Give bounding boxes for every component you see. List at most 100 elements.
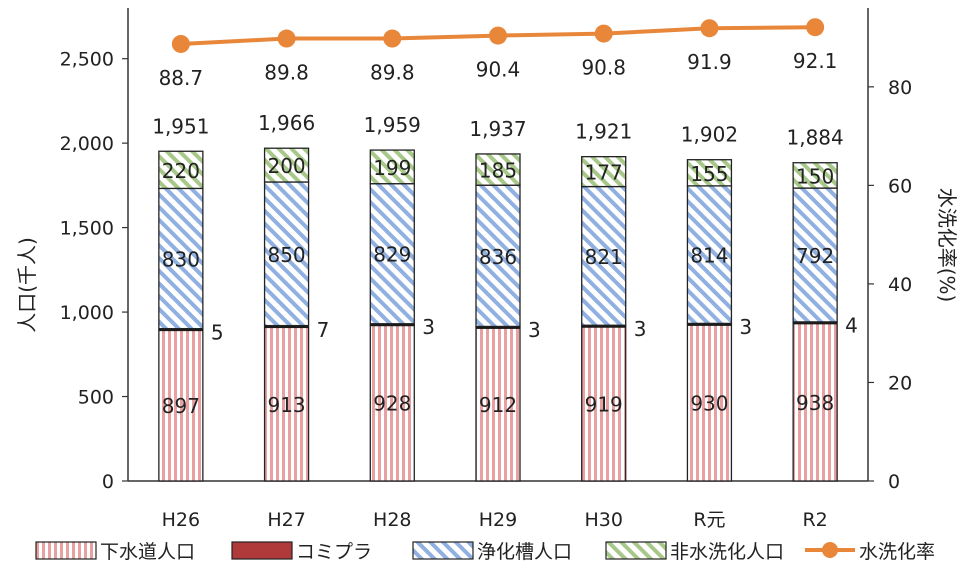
- bar-community-plant: [476, 326, 520, 329]
- y2-tick-label: 80: [888, 77, 912, 99]
- y-tick-label: 2,000: [60, 133, 114, 155]
- y2-tick-label: 20: [888, 372, 912, 394]
- legend-community-plant: コミプラ: [231, 541, 372, 563]
- bar-sewer: [792, 321, 838, 482]
- legend-flush-rate: 水洗化率: [805, 541, 935, 563]
- bar-sewer: [475, 326, 521, 482]
- line-point: [806, 18, 825, 37]
- legend: 下水道人口 コミプラ 浄化槽人口 非水洗化人口 水洗化率: [35, 541, 935, 563]
- line-point: [277, 29, 296, 48]
- label-septic: 821: [585, 245, 623, 269]
- legend-swatch-dot: [822, 542, 838, 558]
- y-tick-label: 0: [102, 471, 114, 493]
- bar-septic: [475, 184, 521, 328]
- bar-septic: [263, 181, 310, 327]
- label-sewer: 919: [585, 392, 623, 416]
- label-total: 1,937: [469, 117, 526, 141]
- bar-non-flush: [369, 149, 415, 185]
- label-non-flush: 150: [796, 164, 834, 188]
- label-sewer: 913: [267, 393, 305, 417]
- label-community-plant: 3: [528, 318, 541, 342]
- legend-sewer: 下水道人口: [35, 541, 195, 563]
- x-tick-label: H29: [479, 509, 517, 531]
- line-point: [489, 26, 507, 45]
- bar-community-plant: [793, 321, 838, 325]
- x-tick-label: H26: [162, 509, 200, 531]
- bar-label-group: 897 830 220 5 1,951 913 850 200 7 1,966 928 829 199 3…: [152, 111, 858, 418]
- label-community-plant: 7: [317, 318, 330, 342]
- x-tick-label: H30: [584, 509, 622, 531]
- y-tick-label: 1,000: [60, 302, 114, 324]
- label-total: 1,959: [364, 113, 421, 137]
- label-septic: 792: [796, 244, 834, 268]
- label-septic: 829: [373, 243, 411, 267]
- bar-non-flush: [158, 150, 204, 190]
- label-septic: 814: [690, 244, 728, 268]
- x-tick-label: H27: [267, 509, 305, 531]
- bar-septic: [369, 183, 415, 325]
- line-label: 92.1: [793, 49, 838, 73]
- bar-septic: [686, 185, 733, 325]
- line-label: 88.7: [159, 66, 204, 90]
- label-total: 1,951: [152, 114, 209, 138]
- y2-tick-label: 0: [888, 471, 900, 493]
- bar-sewer: [686, 323, 733, 482]
- y-tick-label: 500: [78, 387, 114, 409]
- x-tick-label: R2: [802, 509, 827, 531]
- line-label: 89.8: [370, 61, 415, 85]
- line-label: 90.4: [476, 58, 521, 82]
- y-tick-label: 1,500: [60, 218, 114, 240]
- legend-label: 水洗化率: [859, 541, 935, 563]
- x-tick-label: R元: [693, 509, 725, 531]
- bar-community-plant: [687, 323, 732, 326]
- legend-swatch: [231, 541, 293, 560]
- bar-sewer: [369, 323, 415, 482]
- label-septic: 850: [267, 243, 305, 267]
- legend-label: コミプラ: [296, 541, 372, 563]
- label-total: 1,966: [258, 111, 315, 135]
- line-point: [171, 34, 190, 53]
- bar-sewer: [158, 328, 204, 482]
- label-community-plant: 3: [739, 315, 752, 339]
- label-community-plant: 3: [634, 317, 647, 341]
- bar-non-flush: [263, 147, 310, 183]
- y2-tick-label: 60: [888, 175, 912, 197]
- bar-septic: [792, 187, 838, 323]
- label-sewer: 930: [690, 391, 728, 415]
- y-tick-label: 2,500: [60, 49, 114, 71]
- line-point: [594, 24, 613, 43]
- bar-community-plant: [158, 328, 203, 332]
- bar-group: [158, 147, 838, 482]
- legend-swatch: [35, 541, 97, 560]
- label-non-flush: 220: [162, 159, 200, 183]
- legend-label: 非水洗化人口: [670, 541, 784, 563]
- legend-septic: 浄化槽人口: [412, 541, 572, 563]
- label-non-flush: 200: [267, 154, 305, 178]
- legend-swatch: [605, 541, 667, 560]
- bar-septic: [581, 185, 627, 326]
- bar-community-plant: [581, 325, 626, 328]
- label-sewer: 912: [479, 393, 517, 417]
- x-axis: H26 H27 H28 H29 H30 R元 R2: [162, 509, 828, 531]
- line-point: [700, 19, 719, 38]
- line-point: [383, 29, 402, 48]
- label-community-plant: 3: [422, 315, 435, 339]
- bar-sewer: [263, 326, 310, 482]
- legend-swatch: [412, 541, 474, 560]
- bar-community-plant: [264, 325, 309, 329]
- label-non-flush: 155: [690, 162, 728, 186]
- label-total: 1,902: [681, 123, 738, 147]
- line-label: 89.8: [264, 61, 309, 85]
- label-sewer: 938: [796, 391, 834, 415]
- legend-label: 浄化槽人口: [477, 541, 572, 563]
- y2-tick-label: 40: [888, 274, 912, 296]
- line-label: 90.8: [581, 56, 626, 80]
- label-community-plant: 5: [211, 320, 224, 344]
- bar-community-plant: [370, 323, 415, 327]
- line-label: 91.9: [687, 50, 732, 74]
- legend-non-flush: 非水洗化人口: [605, 541, 784, 563]
- label-sewer: 897: [162, 394, 200, 418]
- line-series: [171, 18, 825, 53]
- label-septic: 836: [479, 245, 517, 269]
